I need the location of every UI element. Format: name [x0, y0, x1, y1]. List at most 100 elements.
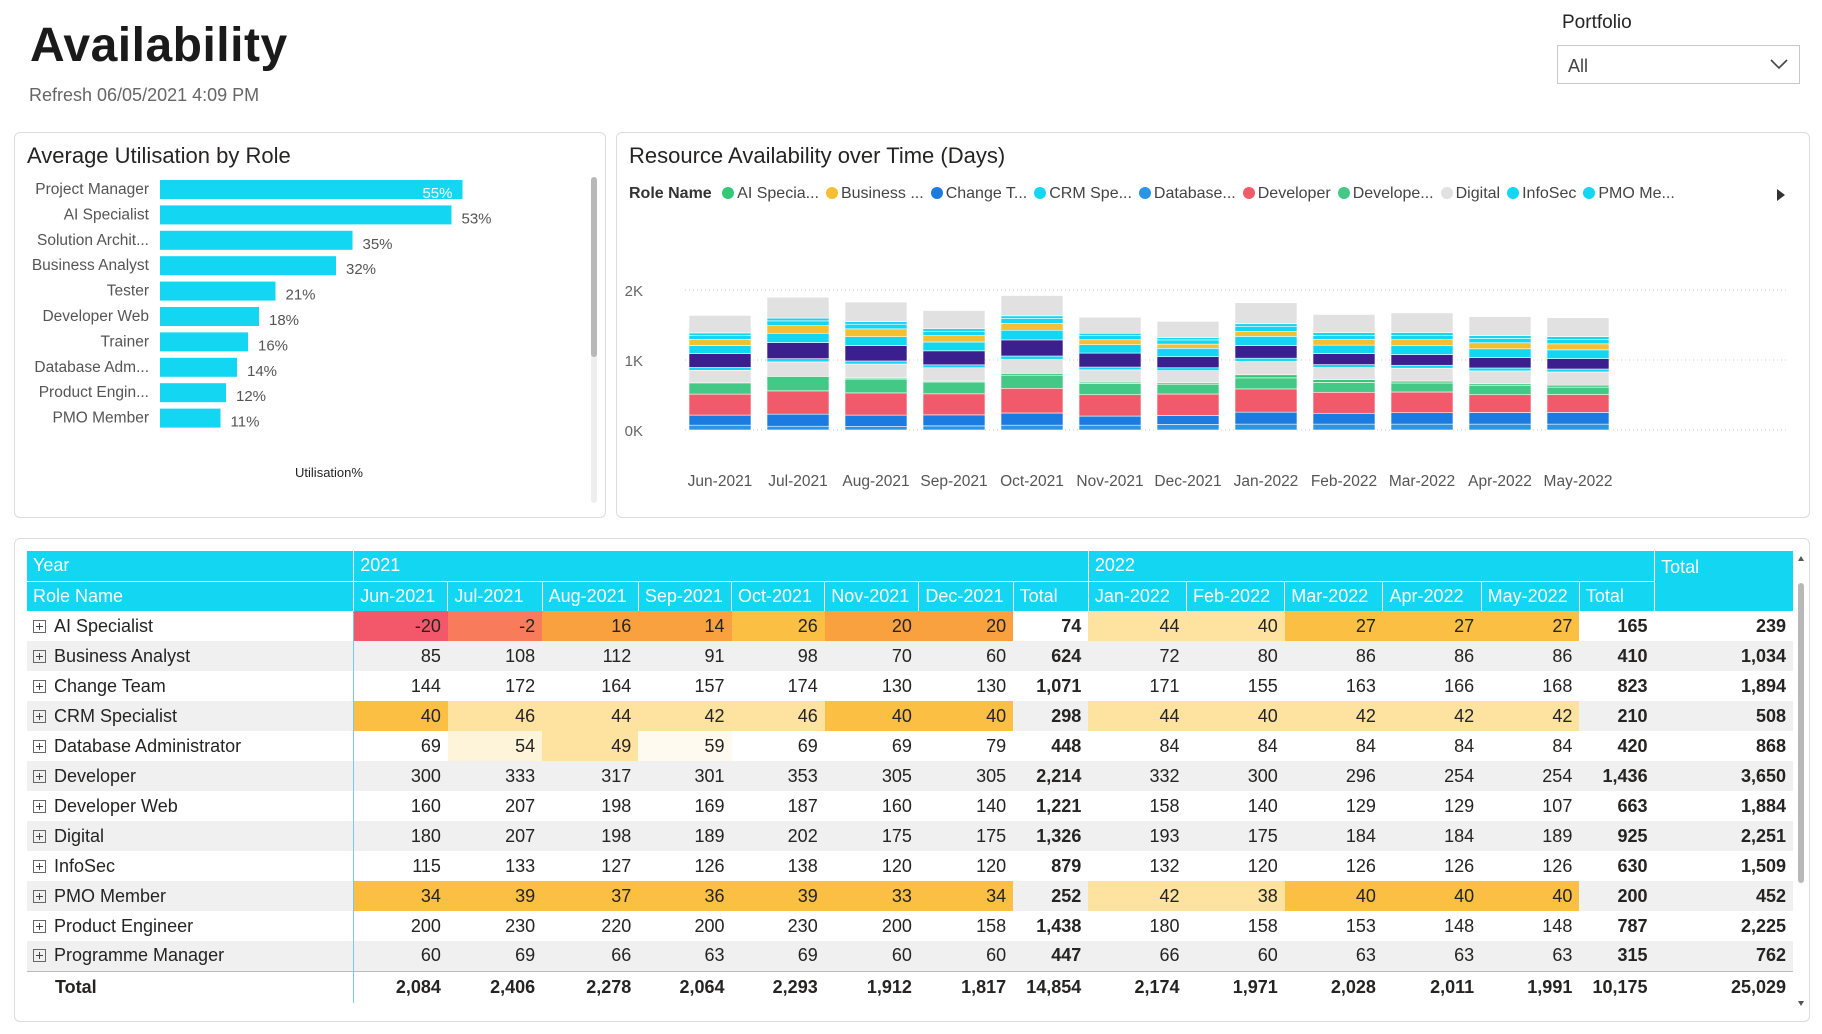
availability-bar-segment[interactable] — [1312, 364, 1376, 368]
utilisation-bar[interactable] — [160, 256, 336, 276]
availability-bar-segment[interactable] — [1078, 316, 1142, 334]
expand-plus-icon[interactable] — [33, 799, 46, 813]
availability-bar-segment[interactable] — [1312, 344, 1376, 354]
utilisation-bar[interactable] — [160, 332, 248, 352]
availability-bar-segment[interactable] — [1390, 412, 1454, 425]
availability-bar-segment[interactable] — [1390, 345, 1454, 355]
availability-bar-segment[interactable] — [766, 376, 830, 392]
utilisation-bar[interactable] — [160, 408, 221, 428]
matrix-header-month[interactable]: Apr-2022 — [1382, 581, 1482, 611]
availability-bar-segment[interactable] — [688, 353, 752, 368]
availability-bar-segment[interactable] — [1000, 358, 1064, 374]
availability-bar-segment[interactable] — [1468, 394, 1532, 413]
availability-bar-segment[interactable] — [1468, 385, 1532, 396]
availability-bar-segment[interactable] — [1000, 412, 1064, 426]
availability-bar-segment[interactable] — [1234, 345, 1298, 359]
availability-bar-segment[interactable] — [1156, 337, 1220, 341]
availability-bar-segment[interactable] — [1078, 369, 1142, 383]
availability-bar-segment[interactable] — [1312, 412, 1376, 425]
matrix-row-header[interactable]: PMO Member — [27, 881, 355, 911]
availability-bar-segment[interactable] — [1390, 364, 1454, 369]
availability-bar-segment[interactable] — [688, 424, 752, 431]
availability-bar-segment[interactable] — [1312, 391, 1376, 414]
availability-bar-segment[interactable] — [922, 310, 986, 330]
expand-plus-icon[interactable] — [33, 829, 46, 843]
availability-bar-segment[interactable] — [1156, 339, 1220, 345]
availability-bar-segment[interactable] — [1078, 366, 1142, 371]
availability-bar-segment[interactable] — [844, 378, 908, 394]
matrix-row-header[interactable]: Digital — [27, 821, 355, 851]
availability-bar-segment[interactable] — [1156, 367, 1220, 371]
availability-bar-segment[interactable] — [1312, 335, 1376, 340]
availability-bar-segment[interactable] — [1546, 412, 1610, 425]
matrix-row-header[interactable]: Programme Manager — [27, 941, 355, 971]
matrix-row-header[interactable]: Database Administrator — [27, 731, 355, 761]
availability-bar-segment[interactable] — [766, 361, 830, 377]
availability-bar-segment[interactable] — [1000, 295, 1064, 317]
availability-bar-segment[interactable] — [1546, 394, 1610, 413]
availability-bar-segment[interactable] — [1546, 358, 1610, 370]
availability-bar-segment[interactable] — [1390, 334, 1454, 341]
availability-bar-segment[interactable] — [766, 342, 830, 359]
availability-bar-segment[interactable] — [844, 363, 908, 379]
availability-bar-segment[interactable] — [1000, 318, 1064, 324]
availability-bar-segment[interactable] — [844, 323, 908, 330]
availability-bar-segment[interactable] — [1312, 367, 1376, 380]
availability-bar-segment[interactable] — [1312, 353, 1376, 365]
availability-bar-segment[interactable] — [844, 345, 908, 362]
expand-plus-icon[interactable] — [33, 769, 46, 783]
availability-bar-segment[interactable] — [1156, 415, 1220, 425]
availability-bar-segment[interactable] — [688, 414, 752, 426]
availability-bar-segment[interactable] — [1000, 315, 1064, 319]
availability-bar-segment[interactable] — [1468, 412, 1532, 425]
legend-item[interactable]: Database... — [1138, 185, 1236, 203]
availability-bar-segment[interactable] — [1000, 355, 1064, 360]
availability-bar-segment[interactable] — [1390, 423, 1454, 431]
availability-bar-segment[interactable] — [922, 350, 986, 366]
availability-bar-segment[interactable] — [1312, 339, 1376, 346]
availability-bar-segment[interactable] — [1234, 331, 1298, 337]
legend-item[interactable]: CRM Spe... — [1034, 185, 1132, 203]
portfolio-slicer-dropdown[interactable]: All — [1557, 45, 1800, 84]
matrix-header-2022[interactable]: 2022 — [1087, 551, 1655, 582]
matrix-row-header[interactable]: Product Engineer — [27, 911, 355, 941]
availability-bar-segment[interactable] — [1312, 332, 1376, 336]
matrix-header-month[interactable]: Oct-2021 — [731, 581, 825, 611]
matrix-header-month[interactable]: Feb-2022 — [1186, 581, 1285, 611]
availability-bar-segment[interactable] — [688, 334, 752, 340]
availability-bar-segment[interactable] — [1468, 367, 1532, 372]
matrix-header-month[interactable]: Jan-2022 — [1087, 581, 1187, 611]
availability-bar-segment[interactable] — [766, 325, 830, 334]
availability-bar-segment[interactable] — [1156, 393, 1220, 416]
availability-bar-segment[interactable] — [1312, 382, 1376, 393]
availability-bar-segment[interactable] — [1156, 343, 1220, 349]
availability-bar-segment[interactable] — [922, 393, 986, 416]
availability-bar-segment[interactable] — [1546, 336, 1610, 340]
availability-bar-segment[interactable] — [1390, 382, 1454, 393]
matrix-header-month[interactable]: Nov-2021 — [824, 581, 919, 611]
availability-bar-segment[interactable] — [1234, 423, 1298, 431]
availability-bar-segment[interactable] — [1468, 335, 1532, 339]
matrix-row-header[interactable]: Developer Web — [27, 791, 355, 821]
availability-bar-segment[interactable] — [1312, 314, 1376, 334]
availability-bar-segment[interactable] — [1390, 354, 1454, 366]
legend-item[interactable]: Develope... — [1337, 185, 1434, 203]
matrix-header-month[interactable]: Total — [1578, 581, 1655, 611]
legend-item[interactable]: Developer — [1242, 185, 1331, 203]
legend-item[interactable]: AI Specia... — [722, 185, 819, 203]
legend-item[interactable]: PMO Me... — [1583, 185, 1675, 203]
availability-bar-segment[interactable] — [1000, 424, 1064, 431]
availability-bar-segment[interactable] — [1234, 411, 1298, 425]
availability-bar-segment[interactable] — [844, 336, 908, 346]
availability-bar-segment[interactable] — [922, 425, 986, 431]
availability-bar-segment[interactable] — [766, 296, 830, 319]
availability-bar-segment[interactable] — [688, 369, 752, 384]
availability-bar-segment[interactable] — [1390, 367, 1454, 382]
expand-plus-icon[interactable] — [33, 679, 46, 693]
utilisation-bar[interactable] — [160, 230, 353, 250]
utilisation-chart-scrollbar[interactable] — [589, 177, 599, 503]
matrix-header-month[interactable]: Total — [1012, 581, 1089, 611]
expand-plus-icon[interactable] — [33, 859, 46, 873]
availability-bar-segment[interactable] — [1234, 360, 1298, 376]
matrix-row-header[interactable]: CRM Specialist — [27, 701, 355, 731]
